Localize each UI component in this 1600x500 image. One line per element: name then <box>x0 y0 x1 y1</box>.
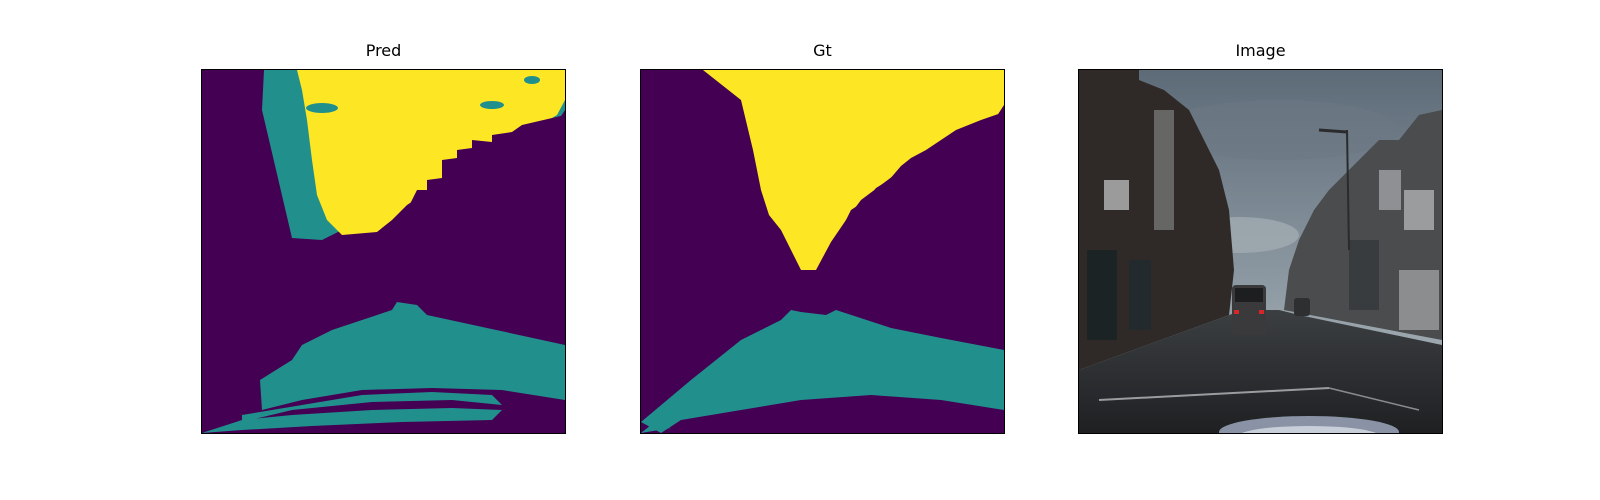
car-hood-highlight <box>1242 426 1376 433</box>
gt-road-region <box>641 310 1004 433</box>
shop-window <box>1399 270 1439 330</box>
image-panel: Image <box>1078 41 1443 437</box>
road-marking <box>1098 387 1330 401</box>
road-marking <box>1328 387 1420 411</box>
street-lamp-arm <box>1318 128 1348 134</box>
car-tail-light <box>1259 310 1264 314</box>
cloud <box>1159 100 1399 160</box>
pred-title: Pred <box>365 41 402 60</box>
parked-car <box>1294 298 1310 316</box>
pred-road-bottom <box>202 408 502 433</box>
building-facade <box>1379 170 1401 210</box>
gt-title: Gt <box>813 41 832 60</box>
street-scene-illustration <box>1079 70 1442 433</box>
pred-building-silhouette <box>402 115 565 240</box>
shop-window <box>1129 260 1151 330</box>
car-tail-light <box>1234 310 1239 314</box>
pred-image <box>201 69 566 434</box>
street-lamp-pole <box>1346 129 1350 251</box>
pred-sky-noise <box>480 101 504 109</box>
shop-window <box>1087 250 1117 340</box>
gt-segmentation-map <box>641 70 1004 433</box>
pred-panel: Pred <box>201 41 566 437</box>
gt-image <box>640 69 1005 434</box>
street-photo <box>1078 69 1443 434</box>
pred-sky-noise <box>306 103 338 113</box>
gt-building-silhouette <box>831 112 1004 250</box>
gt-road-corner <box>641 425 671 433</box>
shop-window <box>1349 240 1379 310</box>
pred-sky-region <box>297 70 565 235</box>
pred-road-region <box>260 302 565 410</box>
building-facade <box>1154 110 1174 230</box>
shop-sign <box>1104 180 1129 210</box>
gt-sky-region <box>703 70 1004 270</box>
building-facade <box>1404 190 1434 230</box>
pred-segmentation-map <box>202 70 565 433</box>
pred-sky-noise <box>524 76 540 84</box>
image-title: Image <box>1235 41 1286 60</box>
road <box>1079 310 1442 433</box>
pred-road-lower-band <box>242 392 502 422</box>
gt-panel: Gt <box>640 41 1005 437</box>
car-window <box>1235 288 1263 302</box>
gt-road-bottom-edge <box>661 400 1004 433</box>
